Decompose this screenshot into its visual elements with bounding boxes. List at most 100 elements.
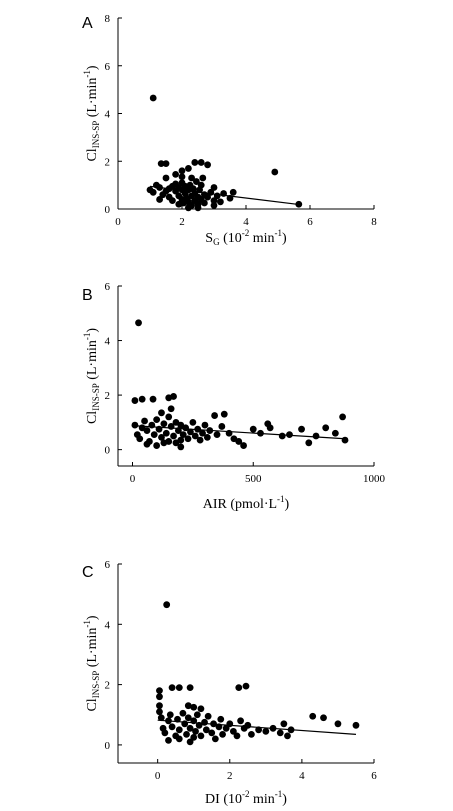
data-point <box>210 720 217 728</box>
data-point <box>196 436 204 444</box>
data-point <box>203 433 211 441</box>
data-point <box>184 714 192 722</box>
panel-b: 0 2 4 6 0 500 1000 B AIR (pmol·L-1) ClINS-SP (L·m… <box>82 281 386 512</box>
data-point <box>331 429 339 437</box>
data-point <box>206 427 214 434</box>
data-point <box>271 168 279 176</box>
data-point <box>181 720 189 728</box>
data-point <box>218 423 226 430</box>
data-point <box>170 432 177 440</box>
data-point <box>160 420 168 428</box>
data-point <box>298 425 305 433</box>
x-axis-label: SG (10-2 min-1) <box>205 228 287 247</box>
data-point <box>186 724 194 732</box>
data-point <box>175 684 183 692</box>
x-tick-label: 6 <box>307 216 313 228</box>
data-point <box>255 726 263 734</box>
data-point <box>150 431 158 439</box>
data-point <box>184 435 192 443</box>
data-point <box>156 702 163 710</box>
data-point <box>193 178 200 185</box>
data-point <box>179 431 187 439</box>
data-point <box>339 413 347 421</box>
x-tick-label: 1000 <box>363 473 386 485</box>
data-point <box>286 431 293 439</box>
data-point <box>229 188 237 196</box>
data-point <box>235 438 243 445</box>
x-tick-label: 6 <box>371 770 377 782</box>
data-point <box>179 709 187 717</box>
data-point <box>186 684 194 692</box>
data-point <box>225 429 233 437</box>
data-point <box>249 425 257 433</box>
data-point <box>156 708 163 716</box>
data-point <box>178 173 186 181</box>
data-point <box>157 160 165 168</box>
panel-letter: C <box>82 564 94 581</box>
data-point <box>213 431 221 439</box>
data-point <box>213 192 221 200</box>
data-point <box>167 405 175 413</box>
data-point <box>153 416 161 424</box>
data-point <box>210 184 218 191</box>
data-point <box>248 730 255 738</box>
data-point <box>284 732 291 740</box>
data-point <box>191 432 199 440</box>
data-point <box>240 442 247 449</box>
data-point <box>193 711 201 719</box>
data-point <box>235 684 243 692</box>
data-point <box>168 684 176 692</box>
data-point <box>257 429 264 437</box>
y-axis-label: ClINS-SP (L·min-1) <box>82 615 101 711</box>
data-point <box>295 200 303 208</box>
data-point <box>162 160 170 168</box>
data-point <box>187 428 194 436</box>
data-point <box>305 439 313 447</box>
data-point <box>149 94 157 102</box>
data-point <box>197 181 205 189</box>
y-tick-label: 2 <box>105 390 111 402</box>
data-point <box>172 170 180 178</box>
data-point <box>195 721 203 729</box>
data-point <box>136 435 144 443</box>
data-point <box>352 721 360 729</box>
y-tick-label: 6 <box>105 61 111 73</box>
y-tick-label: 0 <box>105 204 111 216</box>
data-point <box>217 715 225 723</box>
data-point <box>156 196 164 203</box>
y-tick-label: 4 <box>105 619 111 631</box>
data-point <box>190 717 198 725</box>
data-point <box>156 687 163 695</box>
data-point <box>189 418 197 426</box>
data-point <box>160 439 168 447</box>
x-tick-label: 0 <box>155 770 161 782</box>
x-axis-label: DI (10-2 min-1) <box>205 789 287 807</box>
x-tick-label: 500 <box>245 473 262 485</box>
data-point <box>162 174 170 182</box>
y-axis-label: ClINS-SP (L·min-1) <box>82 65 101 161</box>
data-point <box>320 714 327 722</box>
data-point <box>143 440 151 448</box>
data-point <box>174 427 182 434</box>
x-tick-label: 8 <box>371 216 377 228</box>
data-point <box>202 726 210 734</box>
data-point <box>334 720 342 728</box>
data-point <box>222 724 230 732</box>
data-point <box>170 393 177 400</box>
data-point <box>148 421 156 429</box>
data-point <box>211 412 219 419</box>
data-point <box>341 436 349 444</box>
data-point <box>322 424 330 432</box>
data-point <box>201 199 208 207</box>
data-point <box>167 423 175 430</box>
data-point <box>215 723 223 731</box>
data-point <box>269 724 277 732</box>
data-point <box>194 204 202 212</box>
data-point <box>204 712 212 720</box>
data-point <box>168 723 176 731</box>
data-point <box>278 432 286 440</box>
data-point <box>199 429 206 437</box>
y-tick-label: 6 <box>105 559 111 571</box>
